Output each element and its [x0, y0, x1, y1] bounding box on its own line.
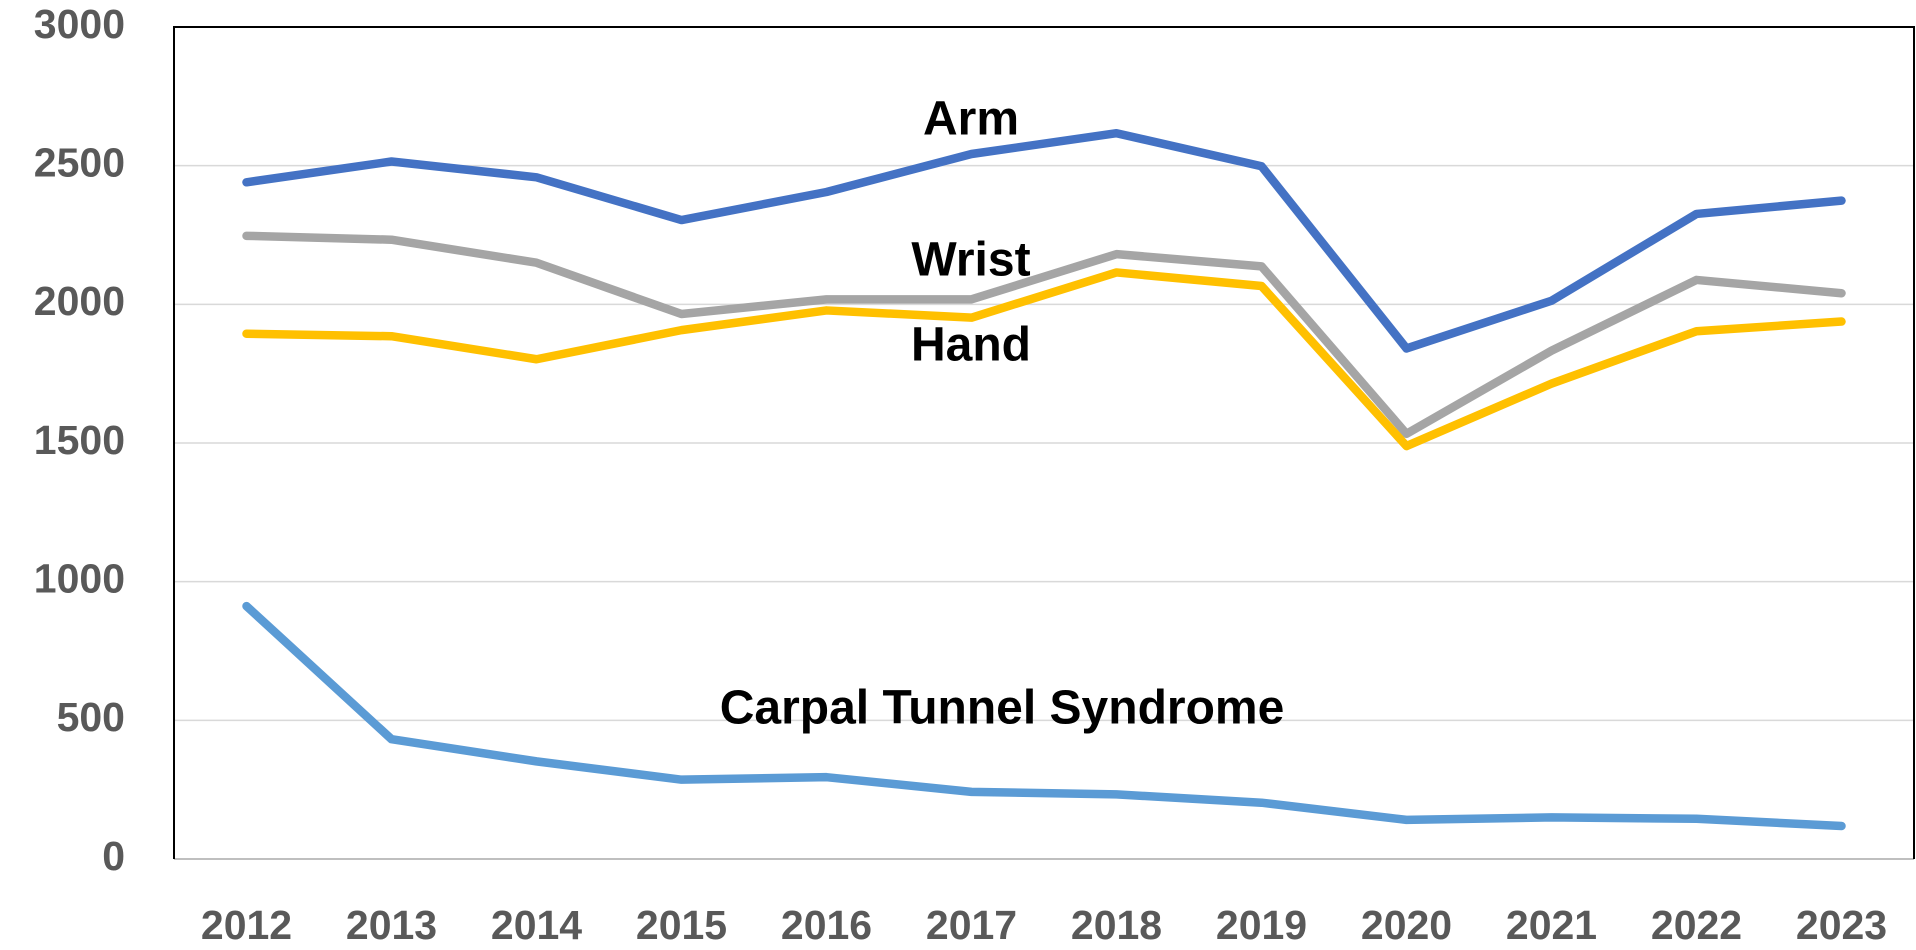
- x-tick-label: 2020: [1361, 902, 1452, 948]
- x-tick-label: 2022: [1651, 902, 1742, 948]
- x-tick-label: 2018: [1071, 902, 1162, 948]
- y-tick-label: 500: [57, 694, 125, 740]
- series-label: Carpal Tunnel Syndrome: [720, 682, 1285, 735]
- series-line: [242, 268, 1846, 451]
- y-tick-label: 1000: [34, 555, 125, 601]
- y-tick-label: 3000: [34, 1, 125, 47]
- x-tick-label: 2015: [636, 902, 727, 948]
- series-label: Hand: [911, 319, 1031, 372]
- x-tick-label: 2012: [201, 902, 292, 948]
- series-line: [242, 128, 1846, 353]
- series-line: [242, 601, 1846, 831]
- x-tick-label: 2021: [1506, 902, 1597, 948]
- x-tick-label: 2019: [1216, 902, 1307, 948]
- series-label: Wrist: [911, 234, 1030, 287]
- series-line: [242, 231, 1846, 439]
- x-tick-label: 2016: [781, 902, 872, 948]
- y-tick-label: 0: [102, 833, 125, 879]
- series-label: Arm: [923, 93, 1019, 146]
- x-tick-label: 2023: [1796, 902, 1887, 948]
- y-tick-label: 2500: [34, 139, 125, 185]
- x-tick-label: 2013: [346, 902, 437, 948]
- y-tick-label: 1500: [34, 417, 125, 463]
- plot-border: [173, 26, 1915, 859]
- x-tick-label: 2014: [491, 902, 582, 948]
- y-tick-label: 2000: [34, 278, 125, 324]
- x-tick-label: 2017: [926, 902, 1017, 948]
